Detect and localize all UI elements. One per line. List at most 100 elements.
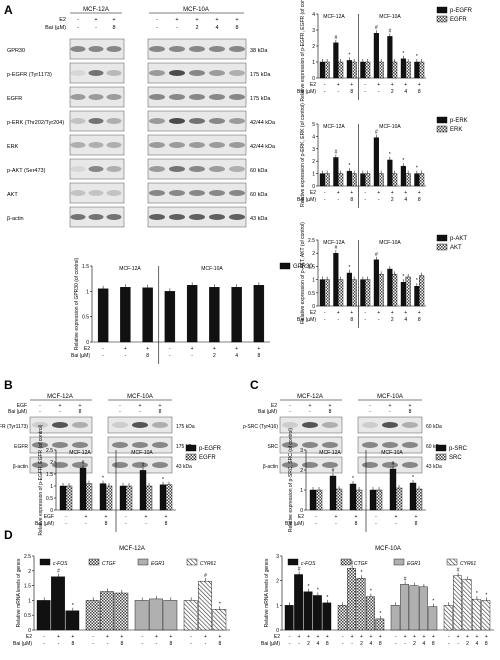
blot-band — [322, 422, 338, 428]
lane-bai: - — [102, 353, 104, 359]
lane-stim: + — [466, 634, 469, 640]
lane-stim: + — [360, 634, 363, 640]
blot-row-label: β-actin — [263, 464, 278, 470]
chart-cell-mcf12a: MCF-12A — [69, 450, 91, 456]
sig-mark: # — [375, 130, 378, 136]
y-tick-label: 1 — [312, 278, 315, 284]
bar — [333, 42, 339, 79]
lane-bai: - — [315, 521, 317, 527]
bar — [405, 61, 411, 79]
lane-stim: + — [298, 634, 301, 640]
sig-mark: * — [416, 54, 418, 60]
blot-band — [52, 422, 68, 428]
chart-cell-mcf12a: MCF-12A — [319, 450, 341, 456]
lane-stim: - — [315, 514, 317, 520]
lane-stim: - — [342, 634, 344, 640]
blot-band — [88, 46, 104, 52]
lane-bai: 2 — [391, 89, 394, 95]
bar — [414, 61, 420, 79]
blot-band — [52, 462, 68, 468]
bar — [51, 576, 65, 631]
bar — [409, 482, 417, 511]
bar — [284, 605, 294, 631]
blot-band — [88, 94, 104, 100]
blot-cell-mcf12a: MCF-12A — [47, 394, 73, 400]
blot-stim-lane: + — [79, 403, 82, 409]
blot-band — [112, 442, 128, 448]
bar — [360, 279, 366, 307]
lane-stim: + — [418, 82, 421, 88]
lane-stim: - — [324, 82, 326, 88]
bar — [337, 605, 347, 631]
legend-entry: EGR1 — [151, 561, 165, 567]
bar — [415, 488, 423, 511]
y-tick-label: 2.5 — [24, 554, 31, 560]
panel-c-label: C — [250, 378, 259, 392]
bar — [346, 272, 352, 307]
y-tick-label: 3 — [300, 448, 303, 454]
bar — [409, 585, 419, 631]
blot-band — [229, 46, 245, 52]
blot-band — [229, 118, 245, 124]
bar — [212, 609, 227, 631]
lane-bai: - — [324, 89, 326, 95]
legend-swatch — [435, 453, 447, 461]
lane-bai: 4 — [370, 641, 373, 647]
lane-bai: - — [337, 89, 339, 95]
y-tick-label: 0 — [28, 628, 31, 634]
blot-band — [149, 46, 165, 52]
blot-band — [229, 94, 245, 100]
bar — [419, 275, 425, 307]
blot-band — [229, 214, 245, 220]
blot-band — [88, 214, 104, 220]
bar — [324, 173, 330, 187]
sig-mark: * — [389, 152, 391, 158]
bar — [392, 61, 398, 79]
legend-entry: p-ERK — [450, 118, 468, 124]
bar — [472, 598, 481, 631]
lane-bai: - — [378, 317, 380, 323]
blot-stim-lane: + — [309, 403, 312, 409]
bar — [139, 470, 147, 511]
blot-a-e2-lane: - — [156, 17, 158, 23]
lane-bai: - — [191, 353, 193, 359]
lane-bai: - — [65, 521, 67, 527]
legend-swatch — [436, 116, 448, 124]
blot-band — [112, 422, 128, 428]
sig-mark: # — [457, 568, 460, 574]
bar — [338, 173, 344, 187]
blot-band — [169, 214, 185, 220]
blot-band — [88, 190, 104, 196]
bar — [453, 575, 462, 631]
sig-mark: # — [334, 245, 337, 251]
blot-bai-label: Bai (µM) — [8, 409, 27, 415]
blot-a-row-kda: 60 kDa — [250, 192, 268, 198]
lane-stim: - — [364, 190, 366, 196]
bar — [149, 598, 163, 631]
lane-stim: + — [85, 514, 88, 520]
lane-stim: + — [165, 514, 168, 520]
blot-row-label: SRC — [267, 444, 278, 450]
lane-bai: - — [145, 521, 147, 527]
sig-mark: * — [485, 592, 487, 598]
blot-bai-lane: 8 — [329, 409, 332, 415]
blot-band — [149, 190, 165, 196]
lane-bai: 2 — [391, 197, 394, 203]
blot-a-e2-lane: + — [195, 17, 198, 23]
blot-band — [189, 142, 205, 148]
legend-swatch — [435, 444, 447, 452]
blot-row-kda: 60 kDa — [426, 444, 442, 450]
legend-entry: CTGF — [102, 561, 117, 567]
panel-d-label: D — [4, 528, 13, 542]
lane-bai: - — [43, 641, 45, 647]
blot-band — [189, 118, 205, 124]
lane-stim: + — [457, 634, 460, 640]
blot-band — [152, 422, 168, 428]
sig-mark: * — [416, 278, 418, 284]
bar — [159, 484, 167, 511]
blot-band — [282, 462, 298, 468]
lane-stim: + — [337, 190, 340, 196]
lane-bai: - — [457, 641, 459, 647]
legend-entry: p-SRC — [449, 446, 468, 452]
